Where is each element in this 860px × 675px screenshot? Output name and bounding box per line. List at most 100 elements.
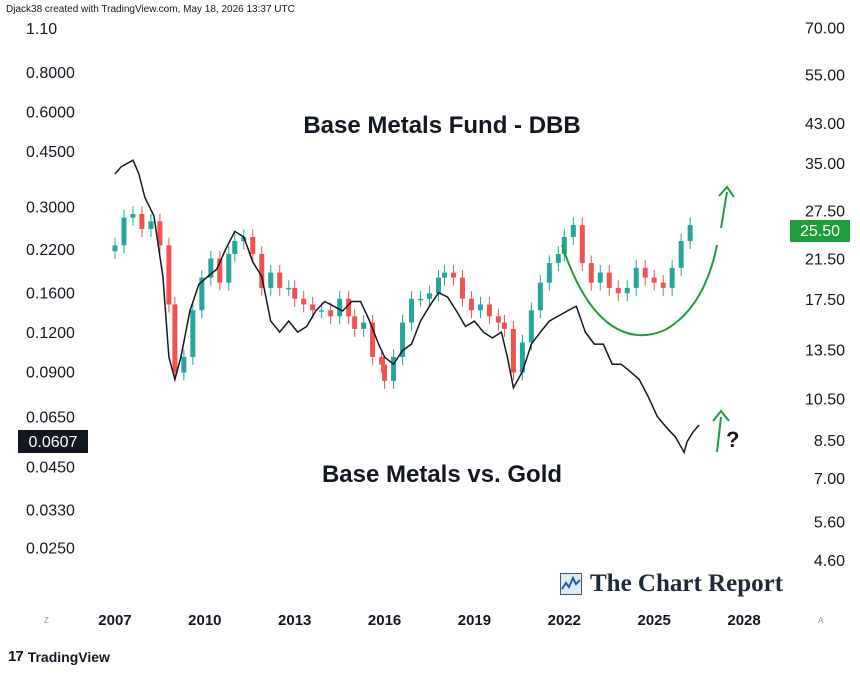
rounding-bottom-arc [561,244,718,337]
brand-watermark: The Chart Report [560,570,783,598]
left-tick-3: 0.4500 [26,144,75,161]
dbb-candle-23 [310,304,316,311]
up-arrow-ratio [716,416,722,453]
dbb-candle-39 [441,272,447,278]
up-arrow-dbb [720,191,728,229]
ratio-series-line [114,159,700,455]
x-tick-2013: 2013 [278,612,311,629]
tradingview-logo[interactable]: 17 TradingView [8,648,110,665]
dbb-candle-49 [528,310,534,343]
right-axis: 70.00 55.00 43.00 35.00 27.50 21.50 17.50 13.50… [805,21,845,571]
left-axis: 1.10 0.8000 0.6000 0.4500 0.3000 0.2200 0.1600… [26,21,75,557]
right-tick-12: 4.60 [814,553,845,570]
dbb-candle-65 [669,267,675,288]
tradingview-mark-icon: 17 [8,648,24,665]
dbb-candle-59 [615,287,621,294]
dbb-candle-0 [112,245,118,252]
chart-title: Base Metals Fund - DBB [303,112,580,139]
dbb-candle-36 [418,298,424,301]
dbb-candle-56 [588,263,594,283]
dbb-candle-45 [495,316,501,323]
dbb-candle-51 [546,263,552,283]
dbb-candle-6 [166,245,172,305]
dbb-candle-9 [190,310,196,357]
dbb-candle-20 [286,287,292,290]
dbb-candle-4 [148,221,154,229]
dbb-candle-21 [292,287,298,299]
chart-credit: Djack38 created with TradingView.com, Ma… [6,4,295,15]
ratio-last-label: 0.0607 [29,434,78,451]
brand-name: The Chart Report [590,570,784,597]
question-mark-annotation: ? [726,427,739,452]
dbb-candle-12 [217,258,223,283]
right-tick-3: 35.00 [805,156,845,173]
up-arrow-dbb-head [718,185,735,198]
dbb-candle-35 [409,298,415,323]
dbb-candle-58 [606,272,612,288]
dbb-candle-42 [468,298,474,311]
dbb-candle-38 [436,277,442,294]
dbb-candle-44 [486,304,492,317]
right-tick-11: 5.60 [814,515,845,532]
x-tick-2007: 2007 [98,612,131,629]
dbb-candle-33 [391,356,397,381]
dbb-candle-1 [121,217,127,246]
dbb-candle-27 [346,298,352,317]
dbb-candle-18 [268,272,274,288]
dbb-candle-40 [450,272,456,278]
right-tick-7: 13.50 [805,343,845,360]
left-tick-6: 0.1600 [26,286,75,303]
x-tick-2010: 2010 [188,612,221,629]
dbb-candle-43 [477,304,483,311]
dbb-candle-57 [597,272,603,283]
dbb-candles [112,206,693,389]
dbb-candle-31 [379,356,385,365]
left-tick-4: 0.3000 [26,199,75,216]
dbb-candle-66 [678,241,684,268]
dbb-candle-32 [382,364,388,381]
dbb-candle-26 [337,298,343,317]
chart-subtitle: Base Metals vs. Gold [322,461,562,488]
dbb-candle-61 [633,267,639,288]
corner-left-label: Z [44,616,49,625]
dbb-candle-19 [277,272,283,288]
dbb-candle-24 [319,310,325,312]
dbb-candle-7 [172,304,178,373]
dbb-candle-2 [130,213,136,218]
dbb-candle-64 [660,282,666,288]
dbb-candle-41 [459,277,465,299]
dbb-candle-8 [181,356,187,373]
left-tick-1: 0.8000 [26,65,75,82]
dbb-candle-46 [501,322,507,329]
last-price-badge [790,220,850,242]
dbb-candle-48 [519,342,525,373]
right-tick-2: 43.00 [805,116,845,133]
dbb-candle-29 [361,322,367,329]
right-tick-5: 21.50 [805,251,845,268]
right-tick-6: 17.50 [805,292,845,309]
left-tick-9: 0.0650 [26,409,75,426]
right-tick-4: 27.50 [805,203,845,220]
dbb-candle-55 [579,225,585,264]
left-tick-8: 0.0900 [26,365,75,382]
dbb-candle-60 [624,287,630,294]
dbb-candle-62 [642,267,648,278]
left-tick-11: 0.0330 [26,502,75,519]
up-arrow-ratio-head [712,409,730,422]
dbb-candle-47 [510,328,516,373]
dbb-candle-16 [250,236,256,254]
dbb-candle-37 [427,293,433,299]
dbb-candle-13 [226,253,232,283]
dbb-candle-17 [259,253,265,288]
dbb-candle-10 [199,277,205,311]
dbb-candle-11 [208,258,214,278]
x-tick-2022: 2022 [548,612,581,629]
tradingview-label: TradingView [27,648,110,665]
right-tick-8: 10.50 [805,392,845,409]
dbb-candle-52 [555,253,561,264]
right-tick-1: 55.00 [805,68,845,85]
dbb-candle-30 [370,322,376,357]
left-tick-7: 0.1200 [26,325,75,342]
x-tick-2028: 2028 [727,612,760,629]
